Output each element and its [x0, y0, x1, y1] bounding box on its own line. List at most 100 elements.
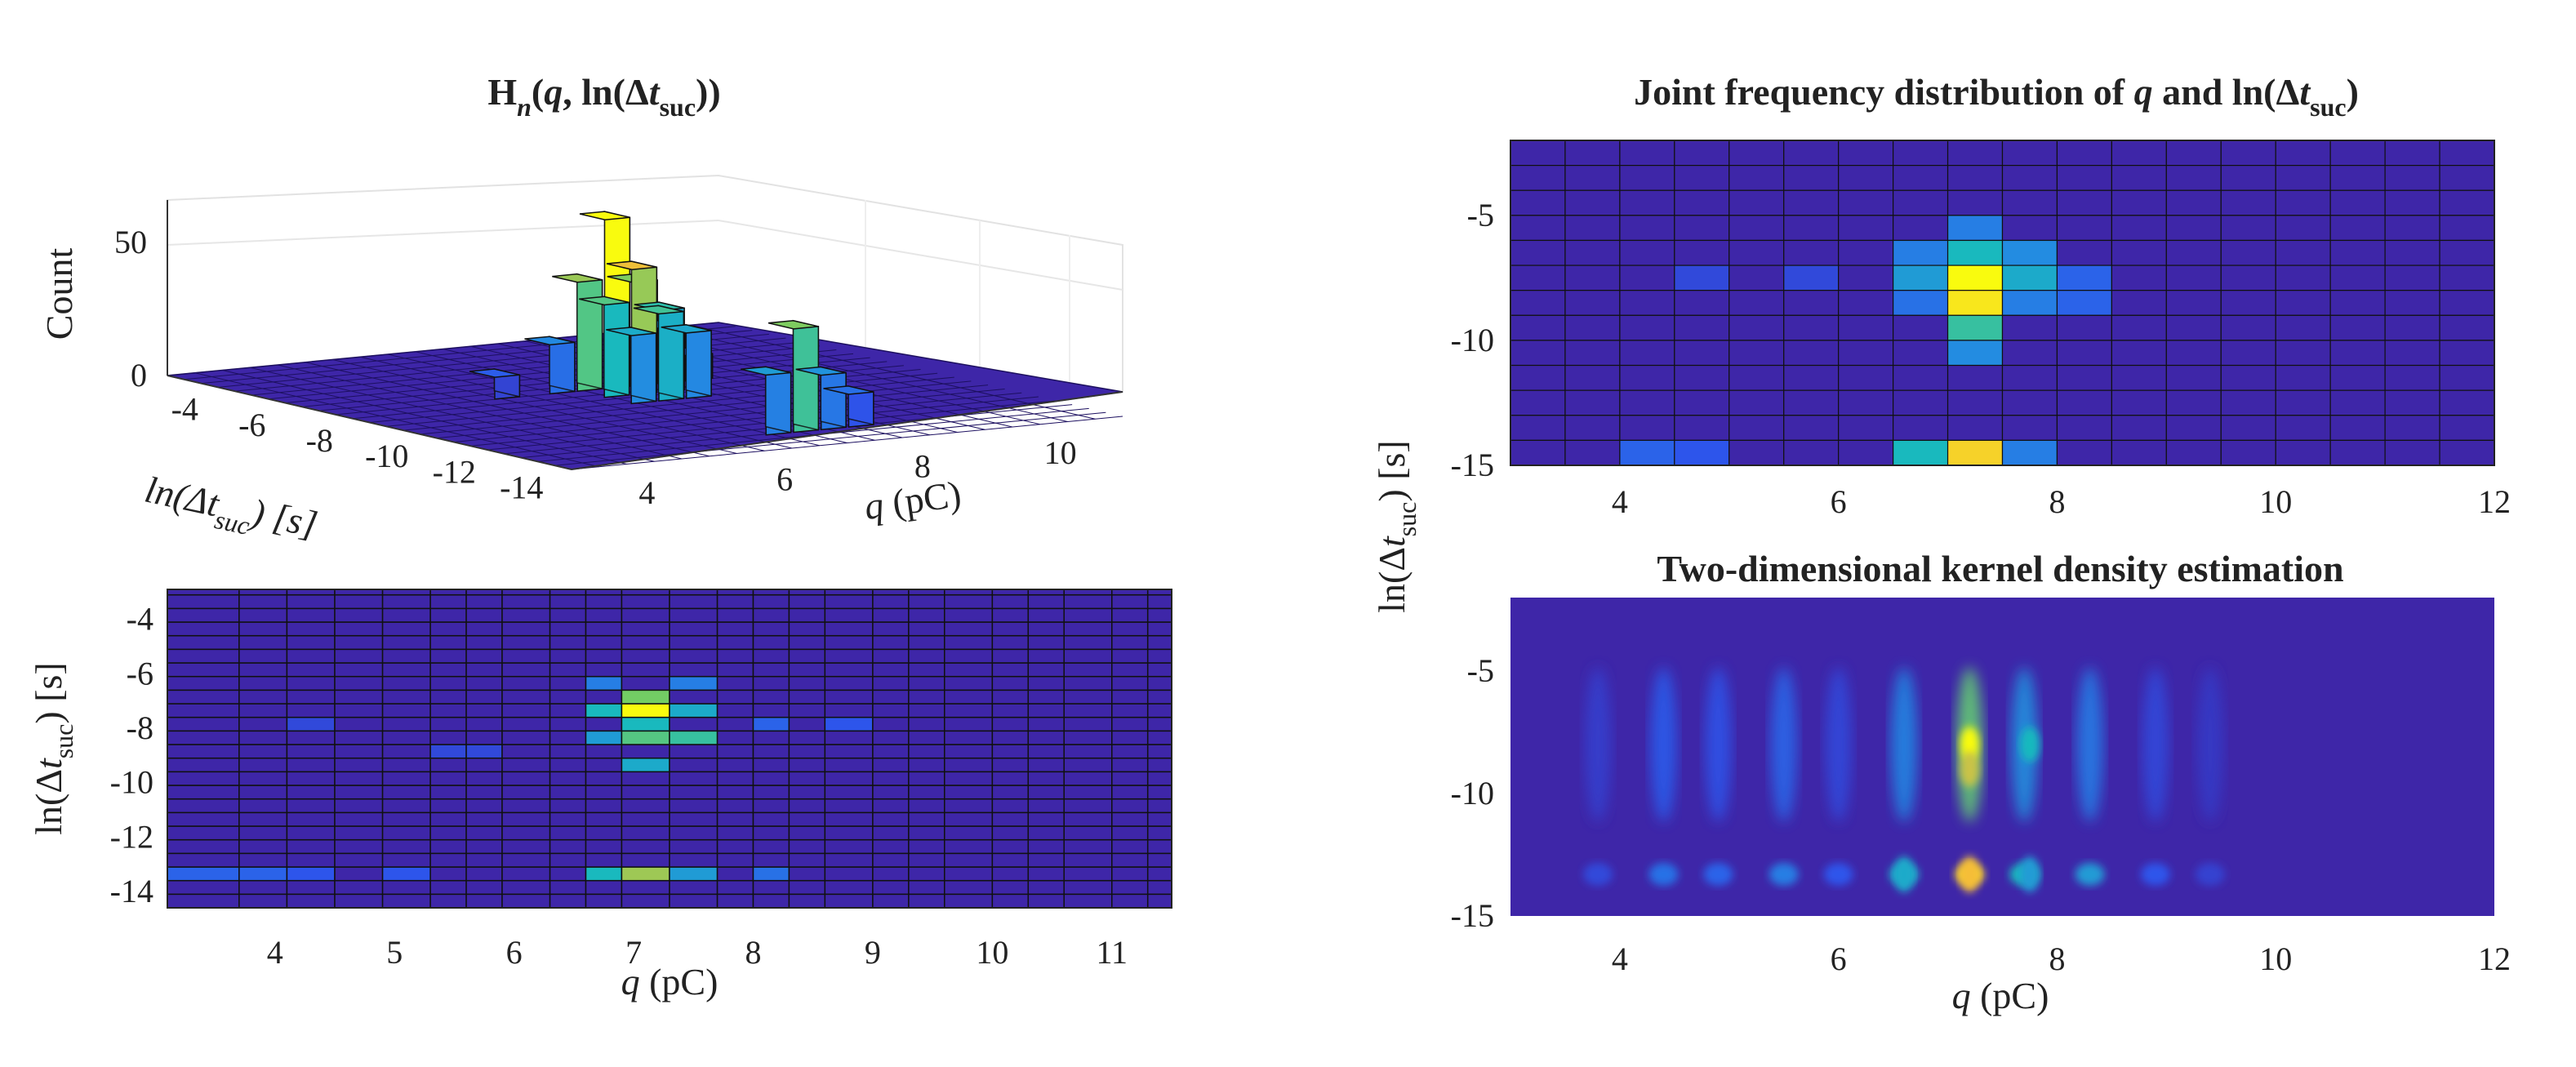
histogram-2d-cell: [716, 675, 754, 691]
histogram-2d-cell: [501, 716, 551, 732]
joint-frequency-cell: [1946, 340, 2004, 367]
q-tick-label: 6: [776, 461, 793, 498]
histogram-2d-cell: [621, 757, 670, 773]
histogram-2d-cell: [1063, 771, 1113, 786]
histogram-2d-cell: [669, 838, 719, 855]
histogram-2d-cell: [908, 689, 945, 705]
histogram-2d-cell: [908, 730, 945, 745]
joint-frequency-cell: [2165, 290, 2222, 316]
joint-frequency-cell: [2275, 165, 2331, 191]
joint-frequency-cell: [2329, 340, 2386, 367]
histogram-2d-cell: [752, 634, 790, 651]
joint-frequency-cell: [2384, 215, 2440, 242]
histogram-2d-cell: [549, 662, 587, 678]
z-tick-label: 0: [131, 357, 147, 393]
histogram-2d-cell: [167, 730, 240, 745]
histogram-2d-cell: [788, 744, 826, 759]
histogram-2d-cell: [991, 689, 1030, 705]
joint-frequency-cell: [2439, 140, 2495, 167]
joint-frequency-cell: [1510, 165, 1566, 191]
histogram-2d-cell: [1111, 634, 1149, 651]
lt-tick-label: -8: [306, 422, 333, 459]
bar-top-face: [795, 366, 847, 376]
joint-frequency-cell: [1838, 290, 1894, 316]
histogram-2d-cell: [585, 811, 623, 827]
histogram-2d-cell: [991, 744, 1030, 759]
histogram-2d-cell: [465, 879, 503, 896]
histogram-2d-cell: [752, 744, 790, 759]
histogram-2d-cell: [824, 662, 874, 678]
joint-frequency-cell: [1783, 140, 1840, 167]
histogram-2d-cell: [238, 730, 288, 745]
histogram-2d-cell: [1111, 730, 1149, 745]
joint-frequency-cell: [2384, 189, 2440, 216]
histogram-2d-cell: [908, 811, 945, 827]
density-hotspot: [1894, 856, 1914, 892]
histogram-2d-cell: [621, 634, 670, 651]
joint-frequency-cell: [2275, 364, 2331, 391]
joint-frequency-cell: [2439, 415, 2495, 441]
joint-frequency-cell: [2220, 189, 2276, 216]
histogram-2d-cell: [286, 825, 336, 841]
histogram-2d-cell: [549, 703, 587, 718]
histogram-2d-cell: [752, 866, 790, 882]
lt-tick-label: -14: [500, 469, 543, 505]
histogram-2d-cell: [381, 825, 431, 841]
histogram-2d-cell: [944, 852, 994, 868]
histogram-2d-cell: [1111, 866, 1149, 882]
histogram-2d-cell: [669, 594, 719, 610]
histogram-2d-cell: [1063, 716, 1113, 732]
histogram-2d-cell: [381, 675, 431, 691]
joint-frequency-cell: [2165, 415, 2222, 441]
histogram-2d-cell: [585, 594, 623, 610]
histogram-2d-cell: [716, 798, 754, 814]
histogram-2d-cell: [585, 785, 623, 800]
histogram-2d-cell: [334, 648, 384, 664]
histogram-2d-cell: [788, 675, 826, 691]
kernel-density-title: Two-dimensional kernel density estimatio…: [1657, 548, 2343, 589]
joint-frequency-cell: [2111, 415, 2167, 441]
bar-top-face: [767, 319, 819, 330]
joint-frequency-cell: [2439, 340, 2495, 367]
histogram-2d-cell: [752, 771, 790, 786]
histogram-2d-cell: [334, 730, 384, 745]
histogram-2d-cell: [824, 744, 874, 759]
bar-top-face: [524, 336, 576, 346]
joint-frequency-cell: [2384, 239, 2440, 266]
histogram-2d-cell: [908, 879, 945, 896]
joint-frequency-cell: [1946, 439, 2004, 466]
y-tick-label: -15: [1451, 897, 1494, 934]
joint-frequency-cell: [1564, 439, 1621, 466]
histogram-2d-cell: [788, 811, 826, 827]
histogram-2d-cell: [716, 811, 754, 827]
joint-frequency-cell: [2001, 314, 2058, 341]
joint-frequency-cell: [2056, 265, 2112, 291]
histogram-2d-cell: [824, 825, 874, 841]
histogram-2d-cell: [1146, 703, 1172, 718]
histogram-2d-cell: [872, 757, 910, 773]
histogram-2d-cell: [286, 730, 336, 745]
joint-frequency-cell: [1783, 189, 1840, 216]
histogram-2d-cell: [1063, 879, 1113, 896]
joint-frequency-cell: [2275, 189, 2331, 216]
x-tick-label: 4: [267, 934, 283, 971]
histogram-2d-cell: [549, 838, 587, 855]
x-tick-label: 7: [625, 934, 642, 971]
histogram-2d-ticks: 4 5 6 7 8 9 10 11 -4 -6 -8 -10 -12 -14: [110, 601, 1128, 971]
histogram-2d-cell: [429, 771, 467, 786]
histogram-2d-cell: [238, 838, 288, 855]
joint-frequency-cell: [2165, 239, 2222, 266]
histogram-2d-cell: [824, 675, 874, 691]
histogram-2d-cell: [908, 757, 945, 773]
histogram-2d-cell: [501, 785, 551, 800]
histogram-2d-cell: [1027, 730, 1065, 745]
histogram-2d-ylabel: ln(Δtsuc) [s]: [28, 662, 78, 834]
histogram-2d-cell: [824, 594, 874, 610]
histogram-2d-cell: [286, 675, 336, 691]
density-blob: [1768, 863, 1799, 886]
histogram-2d-cell: [549, 757, 587, 773]
floor-grid-line: [436, 385, 989, 439]
joint-frequency-cell: [2329, 239, 2386, 266]
histogram-2d-cell: [1063, 648, 1113, 664]
histogram-2d-cell: [824, 893, 874, 909]
